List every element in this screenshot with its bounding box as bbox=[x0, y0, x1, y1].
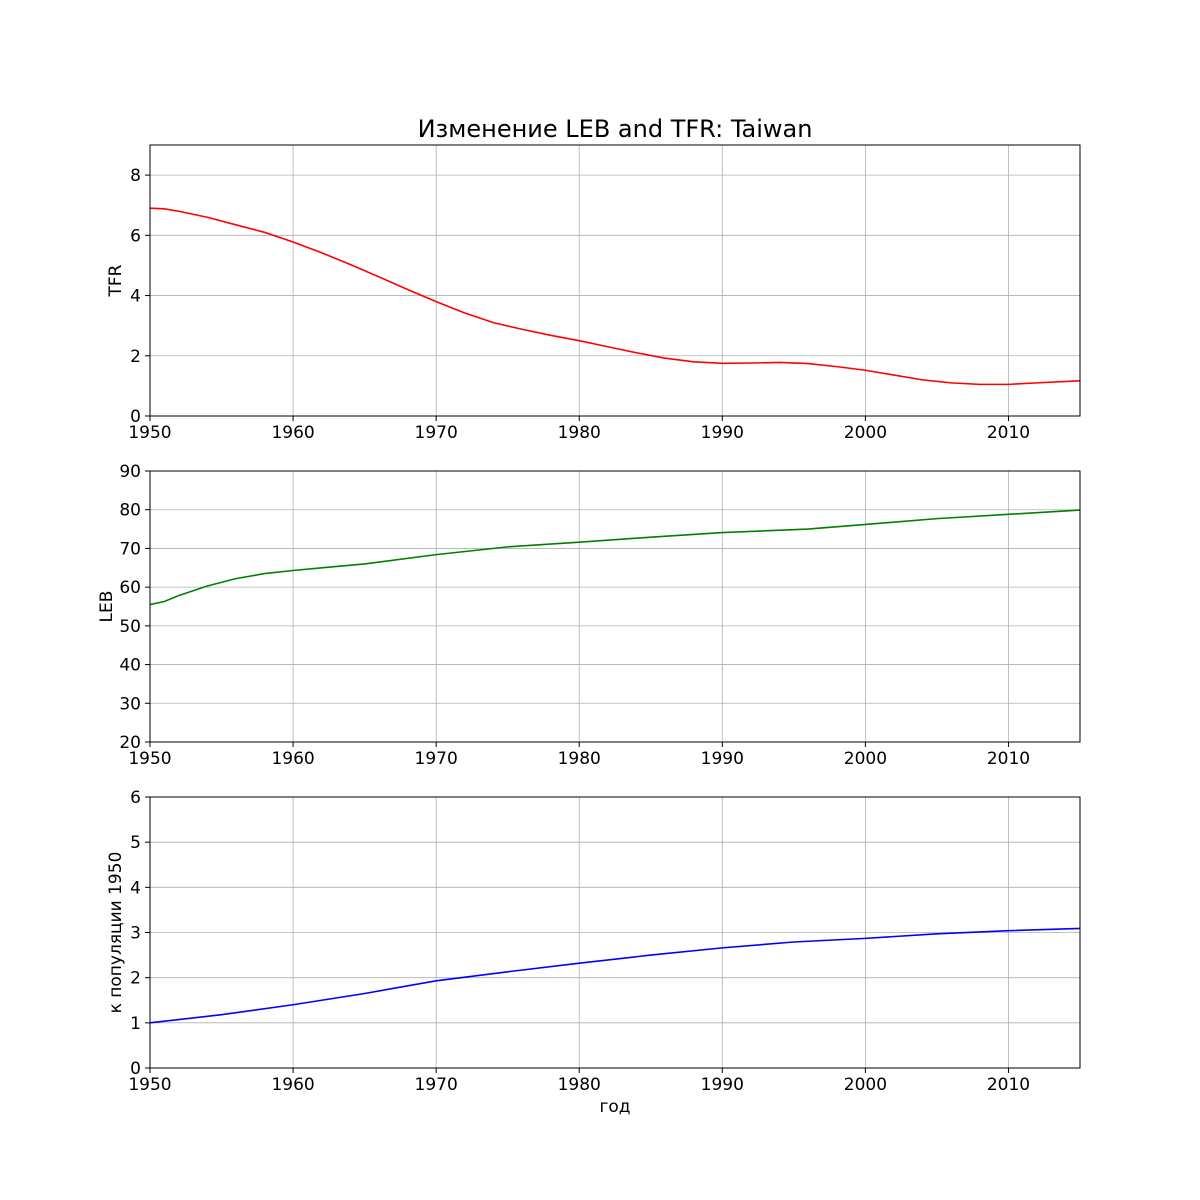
subplot-leb: 1950 1960 1970 1980 1990 2000 2010 20 30 40 50 60 70… bbox=[97, 462, 1081, 769]
y-tick-label: 70 bbox=[119, 539, 141, 559]
y-tick-label: 2 bbox=[130, 969, 141, 989]
x-tick-label: 1990 bbox=[701, 423, 744, 443]
y-tick-label: 80 bbox=[119, 501, 141, 521]
axes-frame bbox=[149, 470, 1081, 743]
chart-title: Изменение LEB and TFR: Taiwan bbox=[418, 115, 813, 143]
x-tick-label: 1970 bbox=[415, 749, 458, 769]
y-tick-label: 0 bbox=[130, 407, 141, 427]
x-tick-label: 2000 bbox=[844, 749, 887, 769]
x-tick-label: 1980 bbox=[558, 749, 601, 769]
x-tick-label: 1960 bbox=[271, 423, 314, 443]
y-tick-label: 50 bbox=[119, 617, 141, 637]
x-tick-label: 2010 bbox=[987, 749, 1030, 769]
y-tick-label: 8 bbox=[130, 166, 141, 186]
x-tick-label: 2010 bbox=[987, 423, 1030, 443]
x-tick-label: 1960 bbox=[271, 749, 314, 769]
x-tick-label: 1950 bbox=[128, 1075, 171, 1095]
axes-frame bbox=[149, 144, 1081, 417]
axes-frame bbox=[149, 796, 1081, 1069]
y-tick-label: 5 bbox=[130, 833, 141, 853]
x-tick-label: 1990 bbox=[701, 749, 744, 769]
y-tick-label: 2 bbox=[130, 347, 141, 367]
series-line-tfr bbox=[149, 207, 1081, 386]
y-tick-label: 60 bbox=[119, 578, 141, 598]
y-tick-label: 6 bbox=[130, 226, 141, 246]
y-tick-label: 6 bbox=[130, 788, 141, 808]
x-tick-label: 1980 bbox=[558, 1075, 601, 1095]
x-tick-label: 1990 bbox=[701, 1075, 744, 1095]
y-tick-label: 4 bbox=[130, 878, 141, 898]
y-tick-label: 30 bbox=[119, 694, 141, 714]
subplot-population: 1950 1960 1970 1980 1990 2000 2010 0 1 2 3 4 5 6 к поп… bbox=[106, 788, 1081, 1095]
x-tick-label: 2000 bbox=[844, 423, 887, 443]
x-tick-label: 1970 bbox=[415, 1075, 458, 1095]
y-tick-label: 0 bbox=[130, 1059, 141, 1079]
series-line-leb bbox=[149, 509, 1081, 606]
x-tick-label: 1980 bbox=[558, 423, 601, 443]
y-axis-label-leb: LEB bbox=[97, 591, 117, 623]
y-tick-label: 1 bbox=[130, 1014, 141, 1034]
x-tick-label: 2000 bbox=[844, 1075, 887, 1095]
x-tick-label: 1950 bbox=[128, 423, 171, 443]
y-tick-label: 4 bbox=[130, 287, 141, 307]
y-tick-label: 40 bbox=[119, 656, 141, 676]
subplot-tfr: 1950 1960 1970 1980 1990 2000 2010 0 2 4 6 8 TFR bbox=[106, 144, 1081, 443]
y-axis-label-population: к популяции 1950 bbox=[106, 852, 126, 1014]
x-tick-label: 1970 bbox=[415, 423, 458, 443]
y-tick-label: 90 bbox=[119, 462, 141, 482]
x-tick-label: 1960 bbox=[271, 1075, 314, 1095]
y-tick-label: 20 bbox=[119, 733, 141, 753]
y-tick-label: 3 bbox=[130, 924, 141, 944]
x-tick-label: 2010 bbox=[987, 1075, 1030, 1095]
y-axis-label-tfr: TFR bbox=[106, 264, 126, 297]
series-line-population bbox=[149, 927, 1081, 1024]
x-axis-label: год bbox=[599, 1097, 630, 1117]
x-tick-label: 1950 bbox=[128, 749, 171, 769]
